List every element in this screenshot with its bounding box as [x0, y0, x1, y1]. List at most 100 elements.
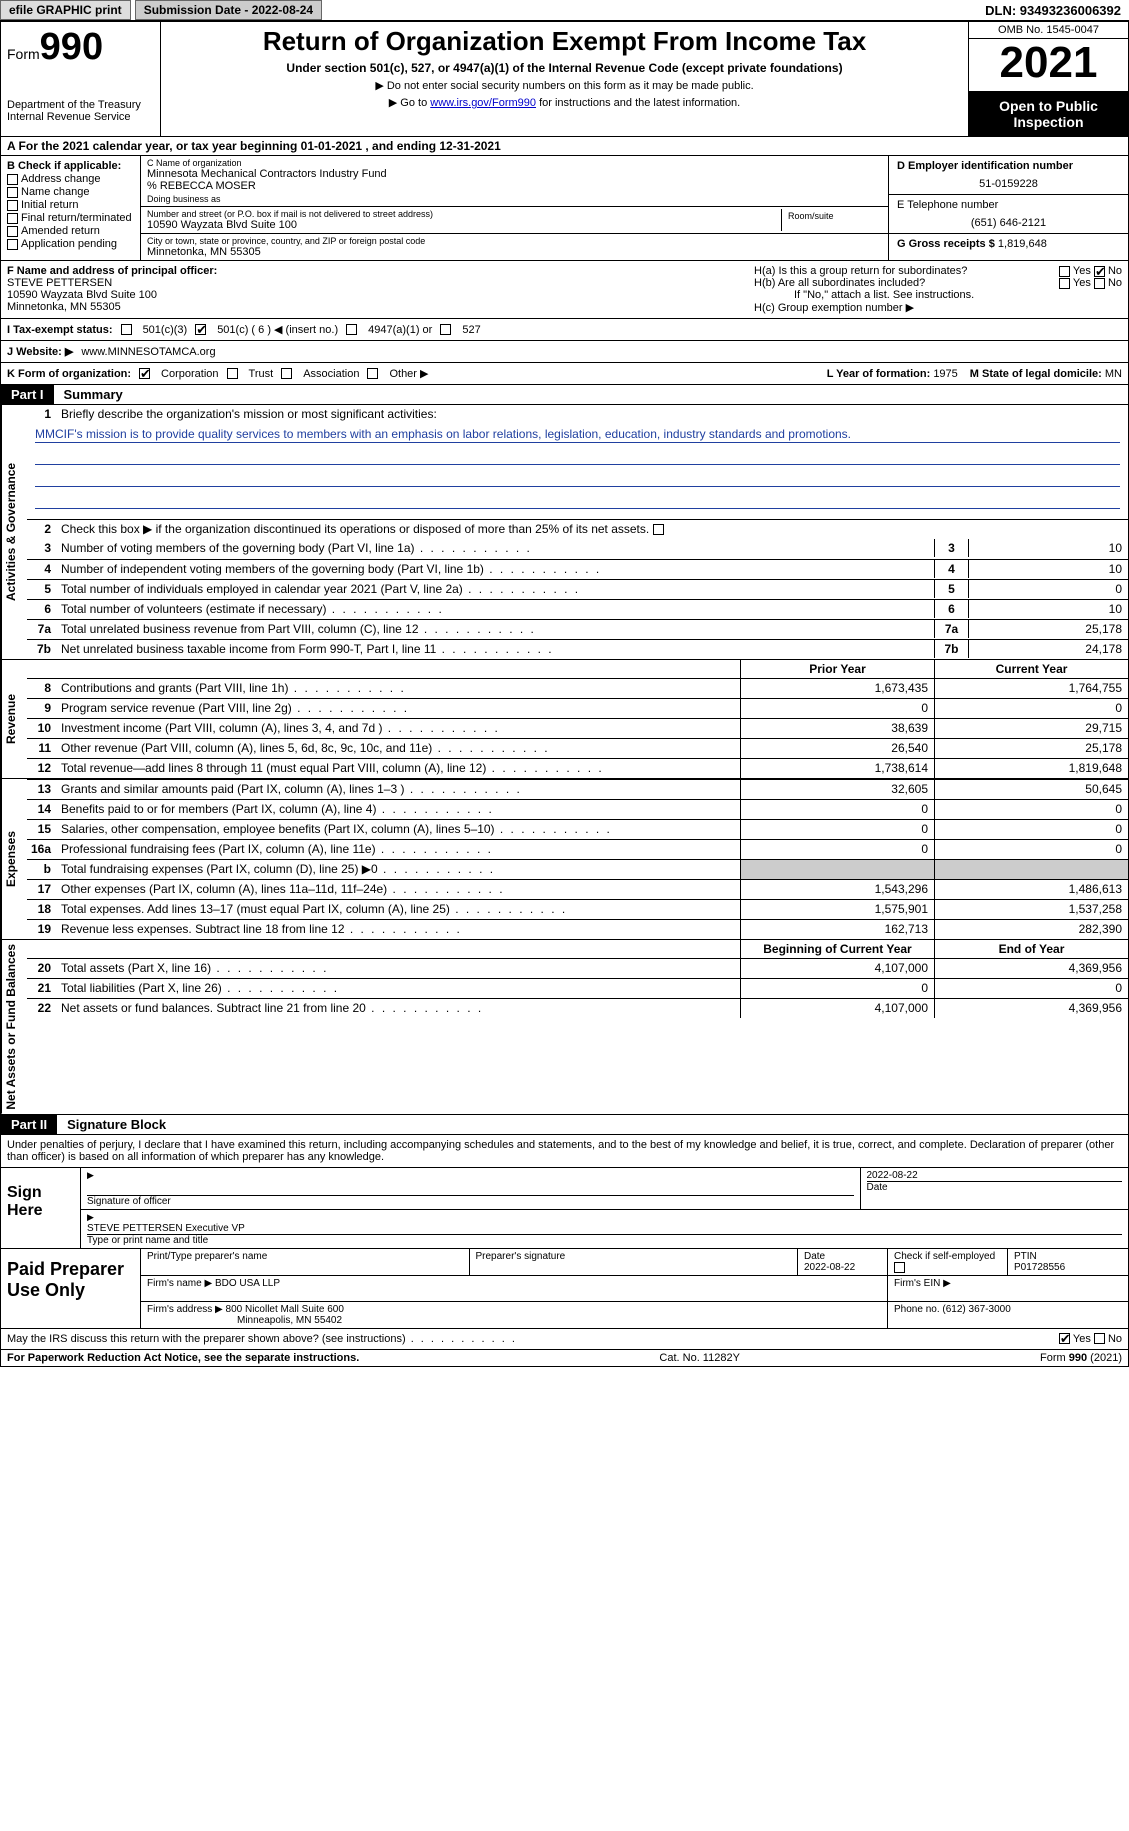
current-val: 0: [934, 840, 1128, 859]
line-desc: Other revenue (Part VIII, column (A), li…: [57, 739, 740, 758]
year-formation: 1975: [933, 368, 957, 380]
subtitle-2: ▶ Do not enter social security numbers o…: [167, 79, 962, 92]
chk-address-change[interactable]: Address change: [7, 173, 134, 185]
chk-application-pending[interactable]: Application pending: [7, 238, 134, 250]
line-box: 6: [934, 600, 968, 618]
hb-no[interactable]: [1094, 278, 1105, 289]
hc-label: H(c) Group exemption number ▶: [754, 301, 1122, 314]
summary-line: b Total fundraising expenses (Part IX, c…: [27, 859, 1128, 879]
line-box: 5: [934, 580, 968, 598]
chk-501c[interactable]: [195, 324, 206, 335]
gross-block: G Gross receipts $ 1,819,648: [889, 234, 1128, 254]
line-box: 3: [934, 539, 968, 557]
chk-self-employed[interactable]: [894, 1262, 905, 1273]
chk-name-change[interactable]: Name change: [7, 186, 134, 198]
row-f-h: F Name and address of principal officer:…: [0, 261, 1129, 319]
opt-corp: Corporation: [161, 368, 218, 380]
header-left: Form990 Department of the Treasury Inter…: [1, 22, 161, 136]
line-num: 1: [27, 405, 57, 423]
part1-title: Summary: [54, 385, 133, 404]
line-num: 9: [27, 699, 57, 718]
chk-discontinued[interactable]: [653, 524, 664, 535]
form-title: Return of Organization Exempt From Incom…: [167, 26, 962, 57]
chk-label: Final return/terminated: [21, 212, 132, 224]
chk-assoc[interactable]: [281, 368, 292, 379]
row-j-website: J Website: ▶ www.MINNESOTAMCA.org: [0, 341, 1129, 363]
discuss-row: May the IRS discuss this return with the…: [0, 1329, 1129, 1350]
opt-501c3: 501(c)(3): [143, 324, 188, 336]
line-desc: Number of independent voting members of …: [57, 560, 934, 578]
chk-final-return[interactable]: Final return/terminated: [7, 212, 134, 224]
current-val: 0: [934, 800, 1128, 819]
opt-4947: 4947(a)(1) or: [368, 324, 432, 336]
summary-line: 18 Total expenses. Add lines 13–17 (must…: [27, 899, 1128, 919]
col-c-org-info: C Name of organization Minnesota Mechani…: [141, 156, 888, 260]
chk-initial-return[interactable]: Initial return: [7, 199, 134, 211]
prior-val: 1,738,614: [740, 759, 934, 778]
state-domicile: MN: [1105, 368, 1122, 380]
no-label: No: [1108, 1333, 1122, 1345]
chk-label: Initial return: [21, 199, 78, 211]
section-expenses: Expenses 13 Grants and similar amounts p…: [0, 779, 1129, 940]
chk-4947[interactable]: [346, 324, 357, 335]
current-val: 1,764,755: [934, 679, 1128, 698]
k-label: K Form of organization:: [7, 368, 131, 380]
section-revenue: Revenue Prior Year Current Year 8 Contri…: [0, 660, 1129, 779]
chk-other[interactable]: [367, 368, 378, 379]
chk-527[interactable]: [440, 324, 451, 335]
addr-label: Number and street (or P.O. box if mail i…: [147, 209, 777, 219]
line-num: 7b: [27, 640, 57, 658]
line-desc: Number of voting members of the governin…: [57, 539, 934, 557]
website-url: www.MINNESOTAMCA.org: [81, 346, 215, 358]
ha-yes[interactable]: [1059, 266, 1070, 277]
summary-line: 10 Investment income (Part VIII, column …: [27, 718, 1128, 738]
line-desc: Total number of individuals employed in …: [57, 580, 934, 598]
summary-line: 15 Salaries, other compensation, employe…: [27, 819, 1128, 839]
col-b-title: B Check if applicable:: [7, 160, 134, 172]
chk-501c3[interactable]: [121, 324, 132, 335]
sig-date-label: Date: [867, 1181, 1123, 1193]
paid-preparer-block: Paid Preparer Use Only Print/Type prepar…: [0, 1249, 1129, 1329]
subtitle-3: ▶ Go to www.irs.gov/Form990 for instruct…: [167, 96, 962, 109]
line-desc: Total fundraising expenses (Part IX, col…: [57, 860, 740, 879]
discuss-yes[interactable]: [1059, 1333, 1070, 1344]
prep-date: Date2022-08-22: [798, 1249, 888, 1275]
current-val: 0: [934, 699, 1128, 718]
prep-self-emp: Check if self-employed: [888, 1249, 1008, 1275]
yes-label: Yes: [1073, 277, 1091, 289]
ha-row: H(a) Is this a group return for subordin…: [754, 265, 1122, 277]
prep-ptin: PTINP01728556: [1008, 1249, 1128, 1275]
chk-trust[interactable]: [227, 368, 238, 379]
chk-amended-return[interactable]: Amended return: [7, 225, 134, 237]
line-desc: Net assets or fund balances. Subtract li…: [57, 999, 740, 1018]
prior-val: 0: [740, 699, 934, 718]
line-desc: Total expenses. Add lines 13–17 (must eq…: [57, 900, 740, 919]
f-label: F Name and address of principal officer:: [7, 265, 217, 277]
line-num: 5: [27, 580, 57, 598]
goto-pre: ▶ Go to: [389, 97, 430, 109]
line-desc: Total liabilities (Part X, line 26): [57, 979, 740, 998]
ha-no[interactable]: [1094, 266, 1105, 277]
prior-val: 0: [740, 800, 934, 819]
line-num: 17: [27, 880, 57, 899]
irs-link[interactable]: www.irs.gov/Form990: [430, 97, 536, 109]
sig-date-cell: 2022-08-22 Date: [861, 1168, 1129, 1209]
efile-button[interactable]: efile GRAPHIC print: [0, 0, 131, 20]
chk-corp[interactable]: [139, 368, 150, 379]
officer-addr2: Minnetonka, MN 55305: [7, 301, 742, 313]
summary-line: 7b Net unrelated business taxable income…: [27, 639, 1128, 659]
dept-irs: Internal Revenue Service: [7, 111, 154, 123]
hb-yes[interactable]: [1059, 278, 1070, 289]
dln: DLN: 93493236006392: [985, 3, 1129, 18]
col-d: D Employer identification number 51-0159…: [888, 156, 1128, 260]
line-val: 25,178: [968, 620, 1128, 638]
cat-no: Cat. No. 11282Y: [659, 1352, 740, 1364]
line-num: 16a: [27, 840, 57, 859]
discuss-no[interactable]: [1094, 1333, 1105, 1344]
current-val: 0: [934, 820, 1128, 839]
line-num: b: [27, 860, 57, 879]
chk-label: Amended return: [21, 225, 100, 237]
group-return: H(a) Is this a group return for subordin…: [748, 261, 1128, 318]
current-val: 50,645: [934, 780, 1128, 799]
current-val: [934, 860, 1128, 879]
